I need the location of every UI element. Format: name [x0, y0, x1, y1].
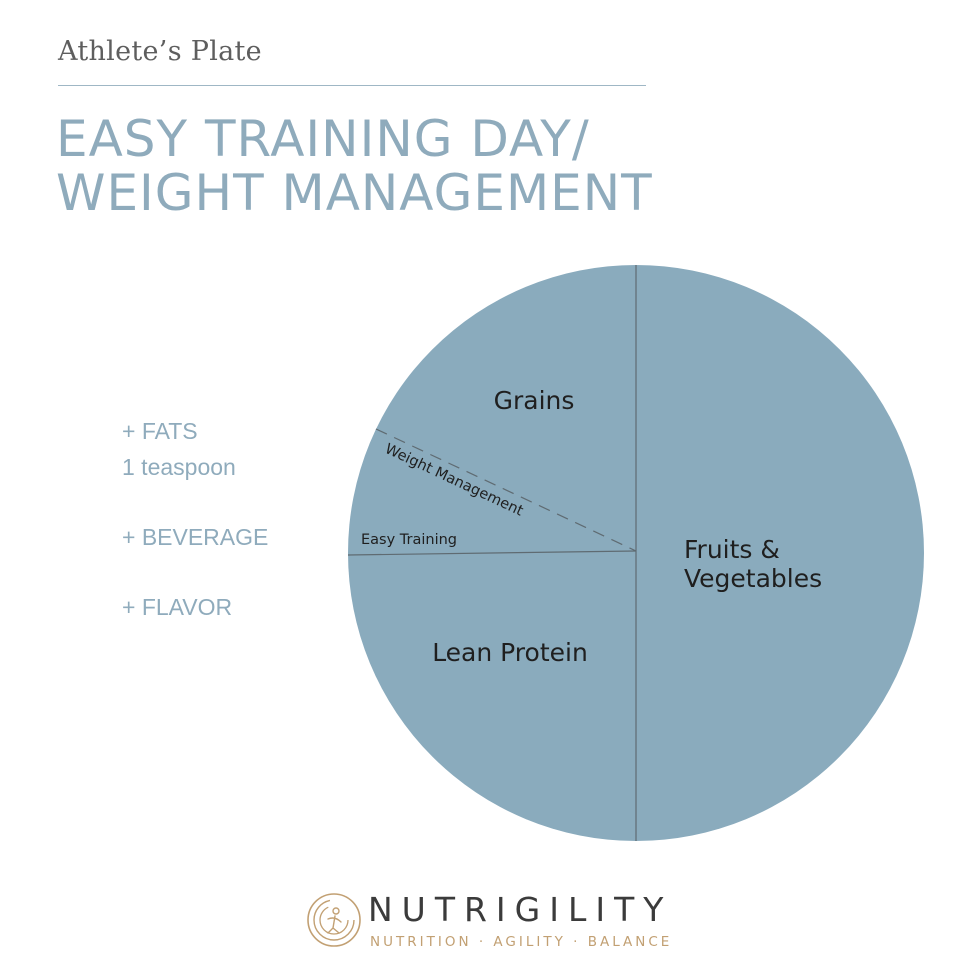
weight-management-divider	[375, 428, 637, 552]
extra-flavor: + FLAVOR	[122, 594, 233, 620]
header-subtitle: Athlete’s Plate	[58, 36, 262, 67]
title-line-2: WEIGHT MANAGEMENT	[56, 164, 653, 222]
brand-lockup: NUTRIGILITY NUTRITION · AGILITY · BALANC…	[306, 890, 686, 960]
extra-fats-amount: 1 teaspoon	[122, 454, 236, 480]
brand-tagline: NUTRITION · AGILITY · BALANCE	[370, 934, 673, 950]
section-label-fruits-line2: Vegetables	[684, 564, 822, 593]
section-label-grains: Grains	[494, 386, 575, 415]
title-line-1: EASY TRAINING DAY/	[56, 110, 590, 168]
divider-label-easy-training: Easy Training	[361, 532, 457, 548]
section-label-lean-protein: Lean Protein	[432, 638, 588, 667]
page-title: EASY TRAINING DAY/ WEIGHT MANAGEMENT	[56, 112, 653, 220]
brand-logo-icon	[307, 893, 361, 947]
extra-fats: + FATS	[122, 418, 198, 444]
easy-training-divider	[347, 550, 637, 556]
section-label-fruits-line1: Fruits &	[684, 535, 780, 564]
header-divider	[58, 85, 646, 86]
brand-name: NUTRIGILITY	[368, 890, 673, 929]
extra-beverage: + BEVERAGE	[122, 524, 269, 550]
